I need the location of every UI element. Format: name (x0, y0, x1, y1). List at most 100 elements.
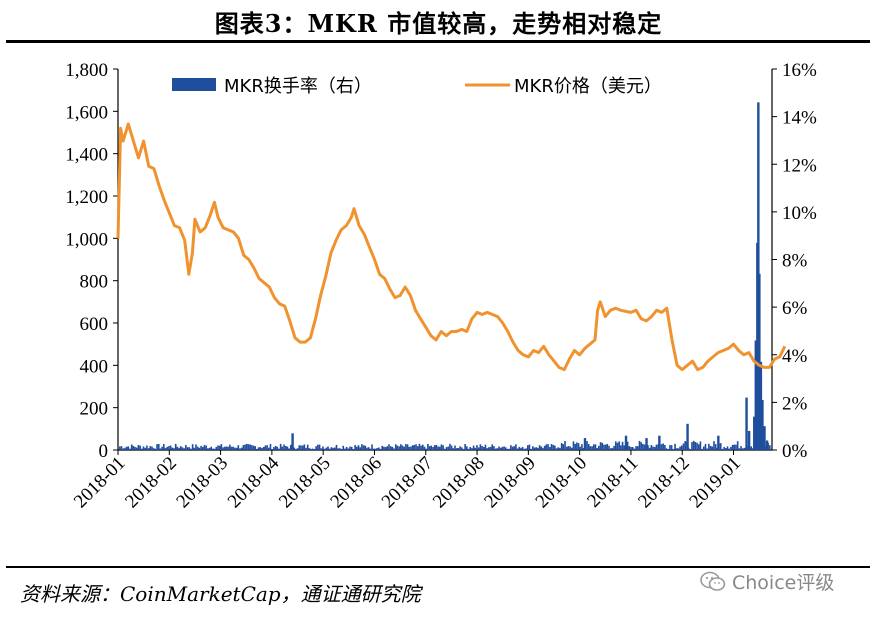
turnover-bar (618, 441, 620, 450)
turnover-bar (723, 447, 725, 450)
turnover-bar (264, 445, 267, 450)
turnover-bar (508, 448, 510, 450)
turnover-bar (137, 444, 140, 450)
x-tick-label: 2018-03 (172, 453, 232, 513)
turnover-bar-spike (753, 416, 756, 450)
turnover-bar (169, 445, 172, 450)
turnover-bar (504, 447, 507, 450)
turnover-bar (449, 443, 451, 450)
x-tick-label: 2018-09 (480, 453, 540, 513)
turnover-bar (344, 448, 346, 450)
turnover-bar (689, 449, 692, 450)
turnover-bar (623, 445, 626, 450)
turnover-bar (420, 445, 422, 450)
turnover-bar (518, 446, 521, 450)
turnover-bar (217, 445, 219, 450)
turnover-bar (752, 448, 754, 450)
turnover-bar (359, 447, 361, 450)
turnover-bar (743, 447, 746, 450)
turnover-bar (466, 446, 468, 450)
turnover-bar (323, 448, 326, 450)
watermark-text: Choice评级 (732, 572, 835, 594)
turnover-bar (313, 448, 316, 450)
turnover-bar (181, 447, 184, 450)
turnover-bar (156, 444, 158, 450)
turnover-bar (425, 448, 428, 450)
turnover-bar (152, 448, 155, 450)
turnover-bar (567, 446, 570, 450)
turnover-bar (354, 445, 356, 450)
turnover-bar (479, 444, 482, 450)
turnover-bar (284, 445, 287, 450)
turnover-bar (147, 448, 150, 450)
left-tick-label: 200 (80, 399, 109, 420)
turnover-bar (733, 444, 736, 450)
turnover-bar (440, 444, 443, 450)
turnover-bar (540, 446, 543, 450)
turnover-bar (411, 445, 414, 450)
turnover-bar (484, 444, 487, 450)
left-tick-label: 800 (80, 272, 109, 293)
turnover-bar (526, 445, 529, 450)
turnover-bar (154, 448, 157, 450)
turnover-bar-spike (624, 435, 628, 450)
turnover-bar (301, 445, 304, 450)
turnover-bar (494, 448, 497, 450)
turnover-bar (713, 441, 715, 450)
turnover-bar (726, 446, 729, 450)
turnover-bar (357, 445, 360, 450)
turnover-bar (474, 447, 477, 450)
turnover-bar (259, 447, 262, 450)
turnover-bar (179, 446, 182, 450)
turnover-bar (386, 446, 389, 450)
turnover-bar (498, 446, 500, 450)
turnover-bar (134, 446, 136, 450)
top-rule (6, 40, 870, 43)
turnover-bar (191, 444, 194, 450)
turnover-bar (562, 444, 565, 450)
turnover-bar-spike (765, 440, 769, 450)
turnover-bar (327, 446, 329, 450)
turnover-bar (488, 447, 490, 450)
turnover-bar (333, 447, 336, 450)
turnover-bar (452, 448, 455, 450)
turnover-bar (124, 447, 126, 450)
turnover-bar (569, 446, 571, 450)
turnover-bar (416, 446, 419, 450)
turnover-bar (582, 447, 585, 450)
turnover-bar (196, 446, 199, 450)
turnover-bar (356, 446, 358, 450)
turnover-bar (178, 447, 180, 450)
turnover-bar (691, 442, 693, 450)
turnover-bar (532, 446, 534, 450)
turnover-bar (122, 448, 125, 450)
turnover-bar (256, 448, 258, 450)
legend: MKR换手率（右） MKR价格（美元） (172, 76, 662, 97)
turnover-bar (564, 441, 566, 450)
turnover-bar (210, 446, 213, 450)
turnover-bar (203, 445, 206, 450)
turnover-bar (471, 448, 473, 450)
turnover-bar-spike (583, 438, 587, 450)
turnover-bar (225, 446, 228, 450)
turnover-bar (403, 446, 406, 450)
turnover-bar (576, 442, 578, 450)
turnover-bar (592, 444, 595, 450)
turnover-bar (476, 445, 478, 450)
turnover-bar (330, 447, 333, 450)
turnover-bar (604, 444, 607, 450)
turnover-bar (261, 447, 263, 450)
turnover-bar (394, 444, 397, 450)
turnover-bar (188, 447, 191, 450)
turnover-bar (376, 448, 378, 450)
right-tick-label: 2% (782, 393, 808, 414)
turnover-bar (533, 447, 536, 450)
chart-title: 图表3：MKR 市值较高，走势相对稳定 (214, 9, 663, 38)
turnover-bar (317, 444, 319, 450)
turnover-bar (339, 448, 341, 450)
turnover-bar (310, 448, 312, 450)
turnover-bar (513, 446, 516, 450)
turnover-bar (322, 446, 324, 450)
turnover-bar (621, 441, 624, 450)
turnover-bar (750, 446, 753, 450)
